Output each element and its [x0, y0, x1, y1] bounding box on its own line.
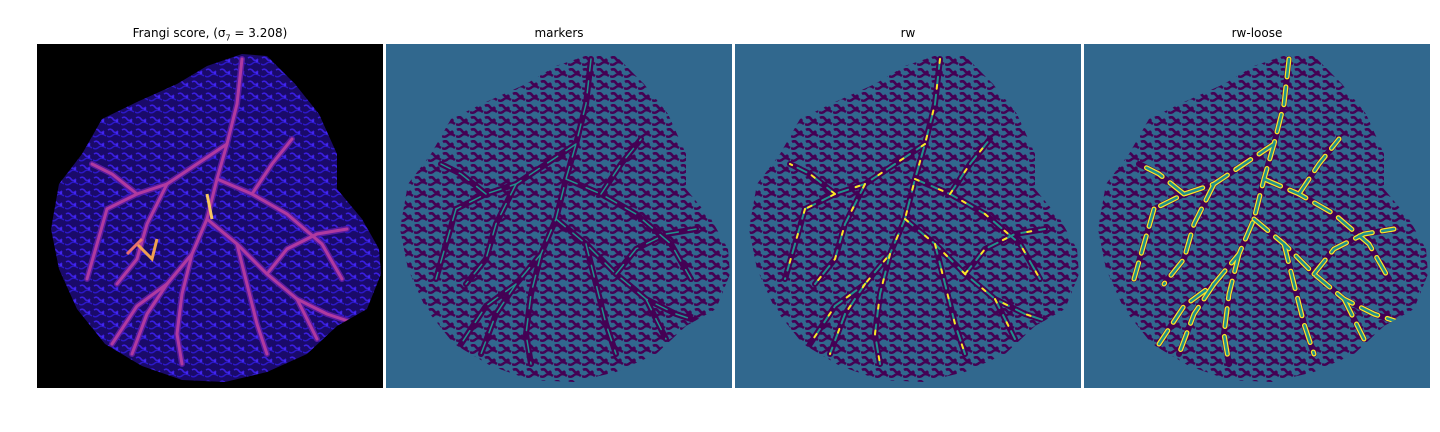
frangi-score-image	[37, 44, 383, 388]
rw-loose-panel-title: rw-loose	[1231, 26, 1283, 40]
rw-panel-title: rw	[900, 26, 916, 40]
rw-loose-image	[1084, 44, 1430, 388]
frangi-panel-title: Frangi score, (σ7 = 3.208)	[132, 26, 288, 43]
rw-image	[735, 44, 1081, 388]
markers-panel-title: markers	[534, 26, 584, 40]
markers-image	[386, 44, 732, 388]
